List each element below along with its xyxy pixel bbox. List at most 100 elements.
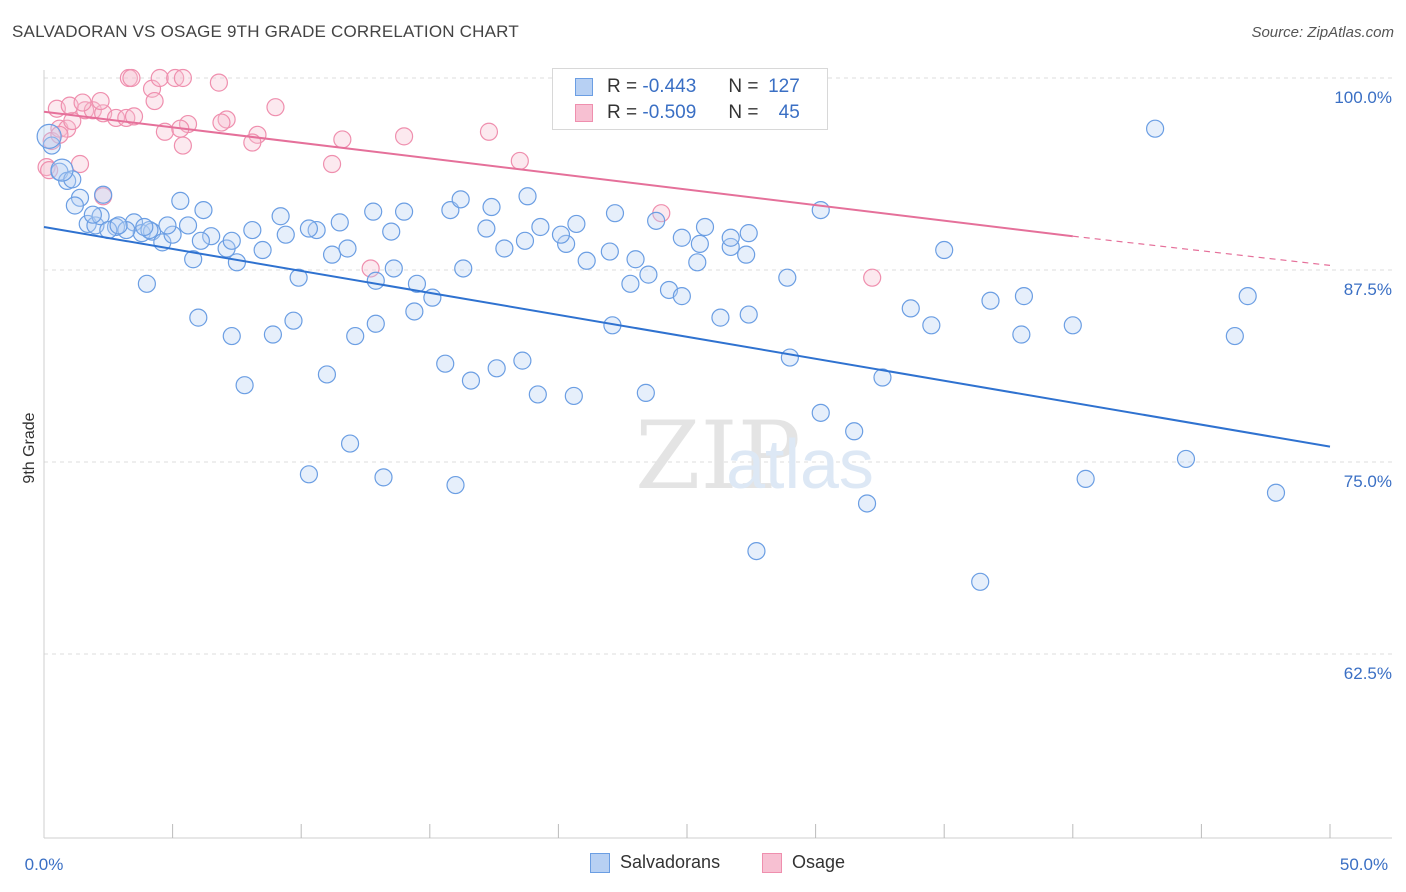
salvadoran-point	[338, 239, 357, 258]
salvadoran-point	[407, 274, 427, 293]
legend-swatch-pink	[762, 852, 782, 873]
salvadoran-point	[1238, 287, 1257, 306]
salvadoran-point	[737, 245, 756, 264]
salvadoran-points	[36, 119, 1286, 591]
salvadoran-point	[780, 348, 799, 367]
osage-point	[333, 130, 352, 149]
salvadoran-point	[189, 308, 208, 327]
salvadoran-point	[564, 386, 583, 406]
salvadoran-point	[1146, 119, 1165, 138]
salvadoran-point	[621, 274, 640, 293]
salvadoran-point	[1014, 287, 1034, 306]
salvadoran-point	[263, 325, 283, 344]
legend-n-value: 45	[778, 102, 800, 123]
osage-point	[266, 98, 285, 117]
salvadoran-point	[91, 207, 110, 226]
axis-labels: 100.0% 87.5% 75.0% 62.5% 0.0% 50.0% 9th Grade	[21, 88, 1392, 874]
salvadoran-point	[739, 305, 758, 324]
salvadoran-point	[83, 205, 102, 224]
salvadoran-point	[158, 216, 177, 235]
osage-point	[63, 111, 82, 131]
salvadoran-point	[518, 187, 537, 206]
osage-point	[173, 136, 192, 155]
salvadoran-point	[171, 191, 190, 210]
series-legend: Salvadorans Osage	[0, 852, 1406, 876]
salvadoran-point	[495, 239, 514, 258]
salvadoran-point	[299, 219, 319, 238]
salvadoran-point	[873, 368, 892, 387]
salvadoran-point	[382, 222, 401, 241]
legend-row-salvadorans: R = -0.443 N = 127	[575, 75, 800, 99]
salvadoran-point	[194, 200, 213, 220]
salvadoran-point	[317, 365, 337, 384]
y-tick-label: 75.0%	[1344, 472, 1392, 491]
salvadoran-point	[222, 326, 241, 346]
salvadoran-point	[446, 475, 465, 495]
salvadoran-point	[451, 190, 470, 209]
salvadoran-point	[1063, 316, 1082, 335]
salvadoran-point	[739, 224, 758, 243]
salvadoran-point	[515, 231, 535, 250]
osage-point	[322, 154, 342, 174]
salvadoran-point	[253, 240, 272, 260]
osage-point	[479, 122, 499, 141]
salvadoran-point	[567, 214, 586, 234]
y-axis-label: 9th Grade	[21, 412, 38, 483]
salvadoran-point	[405, 302, 424, 321]
trend-lines	[43, 110, 1331, 448]
osage-trend-extension	[1072, 235, 1331, 266]
y-tick-label: 62.5%	[1344, 664, 1392, 683]
legend-n-value: 127	[768, 76, 800, 97]
salvadoran-point	[747, 541, 766, 561]
salvadoran-point	[289, 268, 308, 287]
salvadoran-point	[971, 572, 990, 591]
salvadoran-point	[647, 211, 666, 230]
salvadoran-point	[140, 220, 159, 240]
legend-row-osage: R = -0.509 N = 45	[575, 101, 800, 125]
legend-swatch-blue	[575, 78, 593, 96]
osage-point	[173, 68, 192, 88]
watermark-zip: ZIP	[635, 402, 801, 511]
salvadoran-point	[340, 434, 360, 453]
legend-r-label: R =	[607, 102, 638, 123]
salvadoran-point	[307, 220, 326, 240]
salvadoran-point	[163, 225, 182, 244]
legend-swatch-pink	[575, 104, 593, 122]
salvadoran-point	[857, 494, 877, 513]
salvadoran-point	[109, 216, 128, 235]
salvadoran-point	[477, 219, 496, 238]
salvadoran-point	[672, 287, 691, 306]
salvadoran-point	[690, 234, 709, 253]
legend-r-value: -0.443	[642, 76, 697, 97]
salvadoran-point	[374, 468, 393, 487]
salvadoran-point	[901, 299, 920, 318]
salvadoran-point	[1076, 469, 1095, 488]
legend-r-value: -0.509	[642, 102, 697, 123]
salvadoran-trend-line	[43, 226, 1331, 448]
salvadoran-point	[384, 259, 403, 278]
salvadoran-point	[688, 253, 707, 272]
salvadoran-point	[366, 271, 385, 290]
salvadoran-point	[227, 253, 246, 272]
osage-point	[150, 68, 169, 88]
salvadoran-point	[461, 371, 481, 390]
salvadoran-point	[721, 228, 740, 247]
salvadoran-point	[36, 123, 62, 149]
salvadoran-point	[487, 359, 506, 378]
salvadoran-point	[513, 351, 532, 370]
salvadoran-point	[346, 326, 365, 346]
source-label: Source: ZipAtlas.com	[1251, 24, 1394, 41]
salvadoran-point	[243, 220, 262, 240]
salvadoran-point	[636, 383, 655, 402]
legend-swatch-blue	[590, 852, 610, 873]
salvadoran-point	[845, 422, 864, 441]
salvadoran-point	[1266, 483, 1286, 502]
salvadoran-point	[63, 170, 82, 189]
osage-point	[124, 107, 144, 126]
legend-label-salvadorans: Salvadorans	[620, 852, 721, 872]
salvadoran-point	[922, 316, 941, 335]
salvadoran-point	[135, 217, 154, 237]
salvadoran-point	[94, 185, 113, 204]
salvadoran-point	[436, 354, 455, 373]
chart-title: SALVADORAN VS OSAGE 9TH GRADE CORRELATIO…	[12, 22, 519, 41]
